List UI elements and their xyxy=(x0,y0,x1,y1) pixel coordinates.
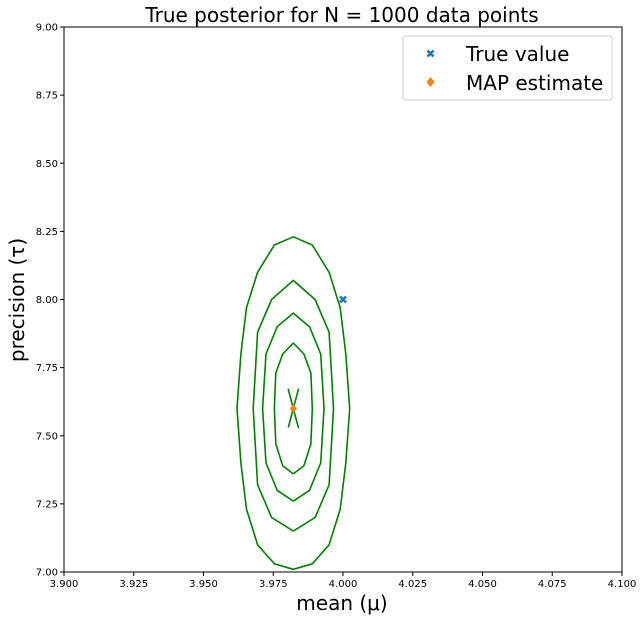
x-tick-label: 4.050 xyxy=(468,579,497,590)
x-tick-label: 3.950 xyxy=(189,579,218,590)
x-tick-label: 4.025 xyxy=(398,579,427,590)
legend-box xyxy=(402,35,613,101)
chart-title: True posterior for N = 1000 data points xyxy=(144,3,538,27)
contour-lines xyxy=(236,236,351,571)
y-tick-label: 7.50 xyxy=(36,431,58,442)
x-tick-label: 4.000 xyxy=(329,579,358,590)
legend-map-estimate-marker xyxy=(426,77,435,87)
y-tick-label: 7.00 xyxy=(36,568,58,579)
y-axis-label: precision (τ) xyxy=(5,238,29,362)
y-axis-ticks: 7.00 7.25 7.50 7.75 8.00 8.25 8.50 8.75 9.00 xyxy=(36,23,64,579)
y-tick-label: 7.75 xyxy=(36,363,58,374)
true-value-marker xyxy=(339,295,347,304)
x-axis-ticks: 3.900 3.925 3.950 3.975 4.000 4.025 4.050 4.075… xyxy=(50,572,637,590)
contour-level-4 xyxy=(252,279,335,532)
x-tick-label: 3.975 xyxy=(259,579,288,590)
x-axis-label: mean (μ) xyxy=(296,591,387,615)
contour-level-3 xyxy=(261,312,325,502)
x-tick-label: 4.075 xyxy=(538,579,567,590)
legend-true-value-label: True value xyxy=(465,42,569,66)
x-tick-label: 3.925 xyxy=(119,579,148,590)
y-tick-label: 8.50 xyxy=(36,159,58,170)
contour-level-5 xyxy=(236,236,351,571)
y-tick-label: 8.25 xyxy=(36,227,58,238)
x-tick-label: 3.900 xyxy=(50,579,79,590)
y-tick-label: 7.25 xyxy=(36,499,58,510)
y-tick-label: 9.00 xyxy=(36,23,58,34)
legend: True value MAP estimate xyxy=(402,35,613,101)
y-tick-label: 8.75 xyxy=(36,91,58,102)
legend-map-estimate-label: MAP estimate xyxy=(466,71,603,95)
map-estimate-marker xyxy=(289,404,297,413)
contour-level-2 xyxy=(273,342,314,475)
legend-true-value-marker xyxy=(426,49,435,58)
data-points xyxy=(289,295,347,413)
y-tick-label: 8.00 xyxy=(36,295,58,306)
x-tick-label: 4.100 xyxy=(608,579,637,590)
